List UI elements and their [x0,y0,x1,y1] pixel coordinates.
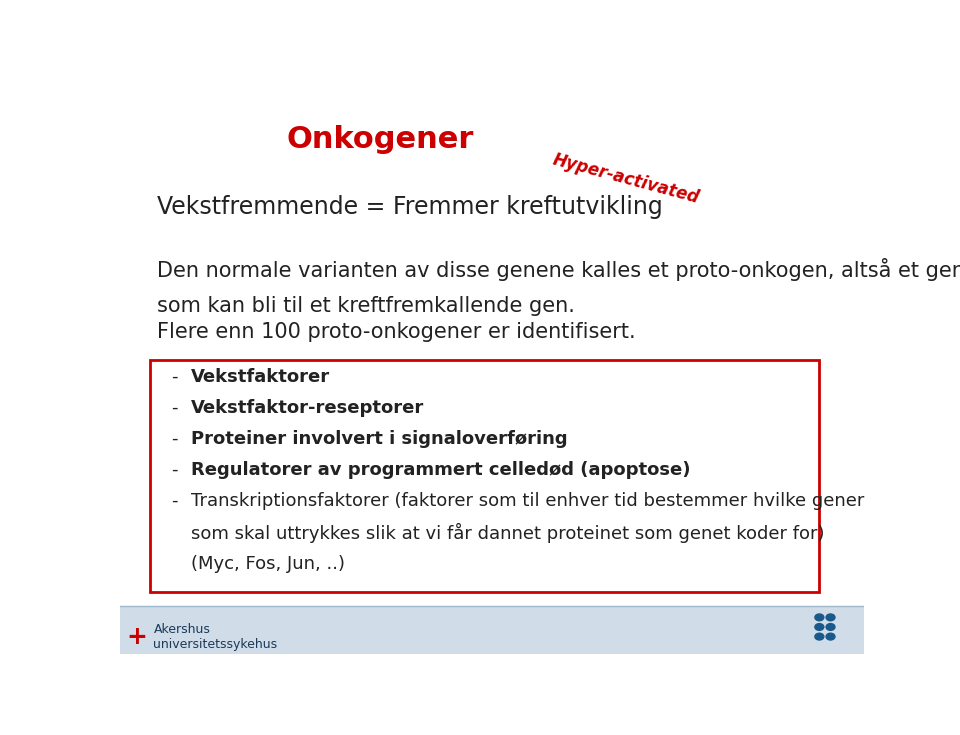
Text: Flere enn 100 proto-onkogener er identifisert.: Flere enn 100 proto-onkogener er identif… [157,321,636,342]
Circle shape [815,634,824,640]
Text: Regulatorer av programmert celledød (apoptose): Regulatorer av programmert celledød (apo… [191,462,690,479]
Circle shape [826,614,835,621]
Text: -: - [172,462,184,479]
Text: som skal uttrykkes slik at vi får dannet proteinet som genet koder for): som skal uttrykkes slik at vi får dannet… [191,523,825,542]
Text: Onkogener: Onkogener [287,125,474,154]
Text: Vekstfaktor-reseptorer: Vekstfaktor-reseptorer [191,399,424,417]
Text: +: + [126,625,147,649]
Text: Transkriptionsfaktorer (faktorer som til enhver tid bestemmer hvilke gener: Transkriptionsfaktorer (faktorer som til… [191,492,864,510]
Text: -: - [172,430,184,448]
Circle shape [826,623,835,631]
Text: Vekstfaktorer: Vekstfaktorer [191,368,330,386]
FancyBboxPatch shape [120,606,864,654]
Text: (Myc, Fos, Jun, ..): (Myc, Fos, Jun, ..) [191,555,345,573]
Text: Hyper-activated: Hyper-activated [551,151,701,207]
Circle shape [826,634,835,640]
Text: -: - [172,368,184,386]
Text: Proteiner involvert i signaloverføring: Proteiner involvert i signaloverføring [191,430,567,448]
Text: Akershus
universitetssykehus: Akershus universitetssykehus [154,623,277,651]
Circle shape [815,623,824,631]
Text: Den normale varianten av disse genene kalles et proto-onkogen, altså et gen: Den normale varianten av disse genene ka… [157,258,960,281]
Text: som kan bli til et kreftfremkallende gen.: som kan bli til et kreftfremkallende gen… [157,296,575,316]
Text: -: - [172,399,184,417]
Text: -: - [172,492,184,510]
Circle shape [815,614,824,621]
Text: Vekstfremmende = Fremmer kreftutvikling: Vekstfremmende = Fremmer kreftutvikling [157,195,663,219]
